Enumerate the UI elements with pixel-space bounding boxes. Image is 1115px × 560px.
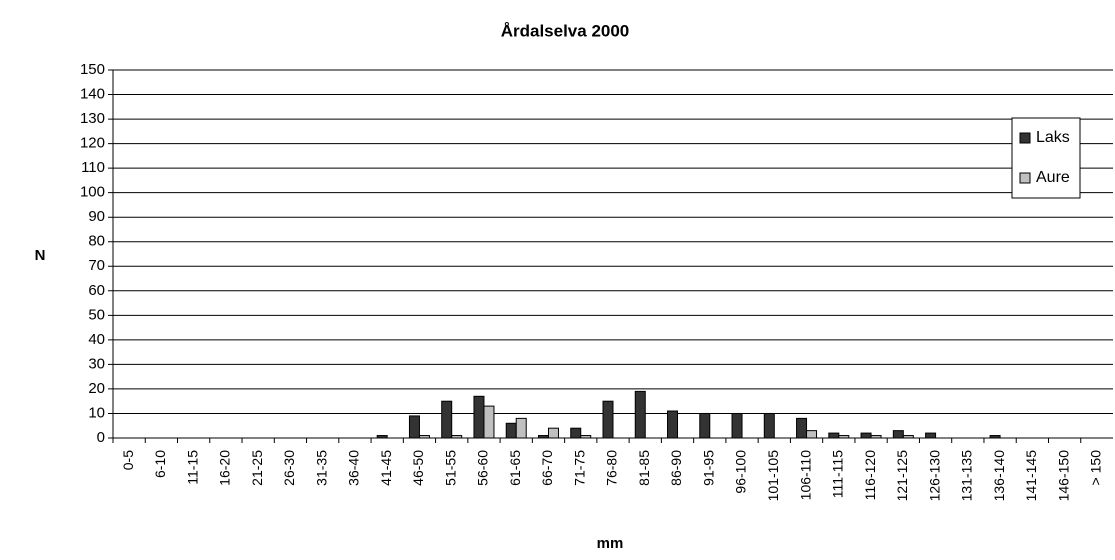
bar	[699, 412, 711, 439]
x-tick-label: 126-130	[926, 450, 942, 502]
x-tick-label: 106-110	[797, 450, 813, 501]
legend-label: Aure	[1036, 169, 1070, 186]
y-tick-label: 130	[80, 110, 105, 127]
x-tick-label: 76-80	[604, 450, 620, 486]
legend-swatch	[1019, 132, 1031, 144]
y-tick-label: 40	[88, 331, 105, 348]
y-tick-label: 80	[88, 233, 105, 250]
bar	[547, 427, 559, 439]
y-tick-label: 30	[88, 355, 105, 372]
x-tick-label: 51-55	[442, 450, 458, 486]
x-tick-label: 101-105	[765, 450, 781, 502]
x-tick-label: 91-95	[700, 450, 716, 486]
y-tick-label: 0	[97, 429, 105, 446]
x-tick-label: 81-85	[636, 450, 652, 486]
x-tick-label: 121-125	[894, 450, 910, 502]
x-tick-label: 66-70	[539, 450, 555, 486]
y-tick-label: 110	[81, 159, 105, 176]
x-tick-label: 71-75	[571, 450, 587, 486]
bar	[441, 400, 453, 439]
y-tick-label: 120	[80, 135, 105, 152]
x-tick-label: 111-115	[830, 450, 846, 498]
bar	[602, 400, 614, 439]
bar	[408, 415, 420, 439]
bar	[667, 410, 679, 439]
x-tick-label: 96-100	[733, 450, 749, 494]
bar	[806, 430, 818, 439]
y-tick-label: 60	[88, 282, 105, 299]
x-tick-label: 141-145	[1023, 450, 1039, 502]
x-tick-label: 136-140	[991, 450, 1007, 502]
legend-box	[1011, 117, 1081, 199]
x-axis-label: mm	[597, 535, 624, 552]
bar	[892, 430, 904, 439]
bar	[570, 427, 582, 439]
x-tick-label: 86-90	[668, 450, 684, 486]
x-tick-label: 56-60	[475, 450, 491, 486]
bar	[483, 405, 495, 439]
legend-label: Laks	[1036, 129, 1070, 146]
y-tick-label: 150	[80, 61, 105, 78]
y-tick-label: 140	[80, 86, 105, 103]
x-tick-label: 6-10	[152, 450, 168, 478]
bar	[473, 395, 485, 439]
x-tick-label: 21-25	[249, 450, 265, 486]
bar	[925, 432, 937, 439]
x-tick-label: 116-120	[862, 450, 878, 501]
x-tick-label: 16-20	[217, 450, 233, 486]
x-tick-label: 31-35	[313, 450, 329, 486]
x-tick-label: 146-150	[1055, 450, 1071, 502]
bar	[763, 412, 775, 439]
bar	[828, 432, 840, 439]
bar	[731, 412, 743, 439]
y-axis-label: N	[35, 247, 46, 264]
y-tick-label: 20	[88, 380, 105, 397]
y-tick-label: 70	[88, 257, 105, 274]
x-tick-label: 61-65	[507, 450, 523, 486]
x-tick-label: 36-40	[346, 450, 362, 486]
y-tick-label: 50	[88, 306, 105, 323]
x-tick-label: 11-15	[184, 450, 200, 485]
y-tick-label: 100	[80, 184, 105, 201]
x-tick-label: 131-135	[959, 450, 975, 502]
x-tick-label: 26-30	[281, 450, 297, 486]
chart-title: Årdalselva 2000	[501, 21, 630, 40]
x-tick-label: 41-45	[378, 450, 394, 486]
bar	[796, 417, 808, 439]
bar	[860, 432, 872, 439]
y-tick-label: 90	[88, 208, 105, 225]
x-tick-label: 46-50	[410, 450, 426, 486]
bar	[505, 422, 517, 439]
legend-swatch	[1019, 172, 1031, 184]
y-tick-label: 10	[88, 404, 105, 421]
x-tick-label: 0-5	[120, 450, 136, 470]
x-tick-label: > 150	[1088, 450, 1104, 486]
bar	[634, 390, 646, 439]
bar	[515, 417, 527, 439]
